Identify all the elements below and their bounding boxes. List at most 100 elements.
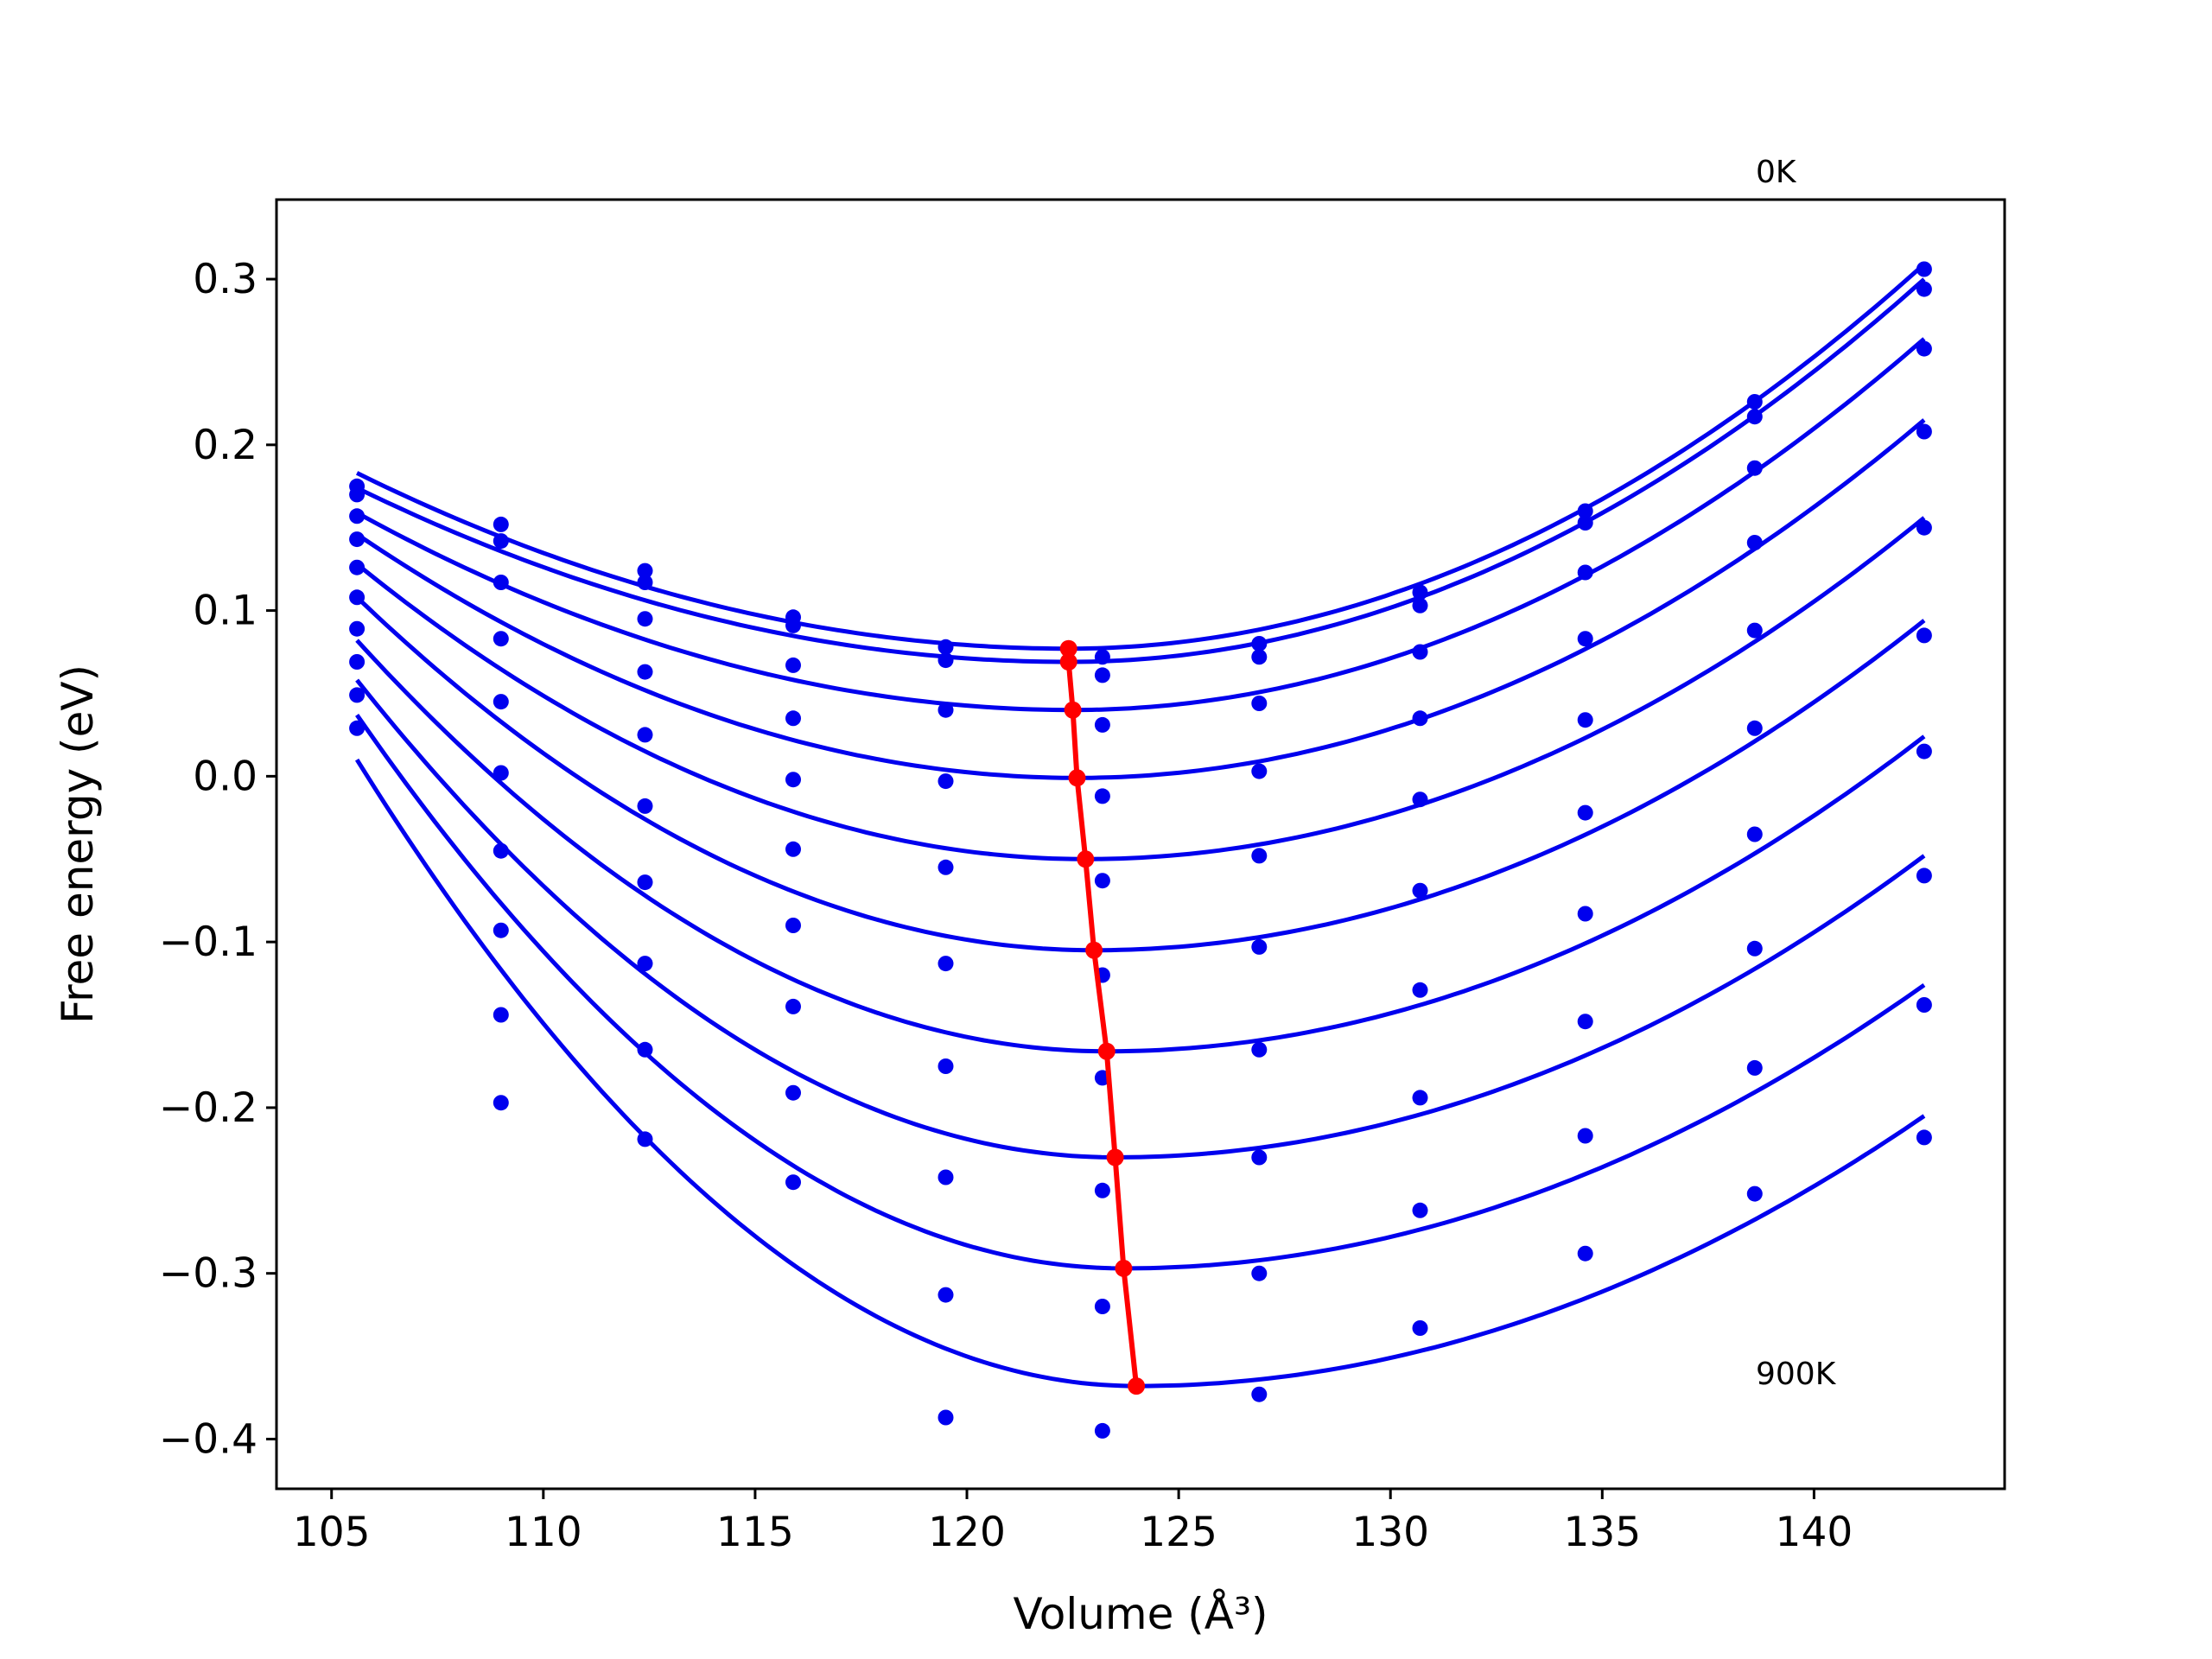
data-point <box>1746 826 1763 842</box>
data-point <box>1094 1299 1110 1314</box>
data-point <box>1746 940 1763 957</box>
data-point <box>1746 1059 1763 1076</box>
minimum-point <box>1077 850 1095 868</box>
data-point <box>349 486 365 503</box>
y-tick-label: 0.3 <box>193 256 257 303</box>
data-point <box>637 563 653 579</box>
minimum-point <box>1128 1377 1146 1395</box>
y-axis-label: Free energy (eV) <box>53 664 103 1024</box>
data-point <box>1094 788 1110 804</box>
x-tick-label: 105 <box>293 1509 371 1556</box>
fit-curve-10 <box>354 758 1926 1389</box>
y-tick-label: −0.3 <box>159 1250 257 1298</box>
x-axis-ticks: 105 110 115 120 125 130 135 140 <box>293 1489 1853 1556</box>
data-point <box>938 1058 954 1074</box>
data-point <box>493 842 509 859</box>
data-point <box>1094 1182 1110 1198</box>
data-point <box>938 702 954 718</box>
data-point <box>1577 1245 1593 1262</box>
data-point <box>1916 423 1932 440</box>
data-point <box>493 922 509 938</box>
data-point <box>1577 712 1593 728</box>
data-point <box>1916 261 1932 277</box>
data-point <box>637 575 653 590</box>
y-tick-label: 0.1 <box>193 588 257 635</box>
data-point <box>938 1169 954 1185</box>
data-point <box>1916 519 1932 536</box>
data-point <box>1577 1014 1593 1030</box>
data-point <box>938 859 954 875</box>
minimum-point <box>1059 639 1077 658</box>
data-point <box>1746 409 1763 425</box>
data-point <box>493 694 509 710</box>
data-point <box>1577 631 1593 647</box>
data-point <box>1251 696 1268 711</box>
data-points <box>349 261 1932 1439</box>
data-point <box>785 841 801 857</box>
y-tick-label: −0.1 <box>159 918 257 966</box>
data-point <box>349 687 365 703</box>
fit-curve-8 <box>355 678 1926 1160</box>
x-axis-label: Volume (Å³) <box>1013 1589 1268 1639</box>
data-point <box>493 533 509 550</box>
data-point <box>1577 1128 1593 1144</box>
data-point <box>1746 460 1763 476</box>
data-point <box>1251 636 1268 652</box>
data-point <box>1251 649 1268 665</box>
plot-frame <box>275 198 2006 1491</box>
data-point <box>1094 873 1110 889</box>
annotation-0k: 0K <box>1756 155 1797 190</box>
minimum-path-line <box>1065 648 1140 1387</box>
data-point <box>349 620 365 637</box>
data-point <box>637 611 653 627</box>
data-point <box>785 1174 801 1191</box>
fit-curve-1 <box>355 262 1926 652</box>
data-point <box>637 727 653 743</box>
data-point <box>1251 1386 1268 1402</box>
data-point <box>1412 1090 1428 1106</box>
data-point <box>1094 667 1110 683</box>
data-point <box>785 657 801 673</box>
data-point <box>1746 622 1763 639</box>
data-point <box>1412 597 1428 613</box>
data-point <box>1094 1422 1110 1439</box>
data-point <box>1251 1265 1268 1281</box>
data-point <box>1577 503 1593 519</box>
y-tick-label: 0.0 <box>193 753 257 800</box>
data-point <box>1251 763 1268 779</box>
data-point <box>1412 1202 1428 1218</box>
data-point <box>1412 584 1428 601</box>
y-tick-label: −0.4 <box>159 1415 257 1463</box>
minimum-point <box>1085 941 1103 959</box>
data-point <box>349 720 365 736</box>
data-point <box>1577 564 1593 581</box>
data-point <box>1412 791 1428 808</box>
data-point <box>493 575 509 590</box>
fit-curve-2 <box>356 277 1926 664</box>
data-point <box>785 1084 801 1101</box>
minimum-point <box>1097 1042 1116 1060</box>
data-point <box>1746 1185 1763 1202</box>
data-point <box>1916 997 1932 1013</box>
data-point <box>1916 743 1932 760</box>
data-point <box>1094 649 1110 665</box>
data-point <box>1746 394 1763 410</box>
data-point <box>1577 804 1593 821</box>
data-point <box>1412 882 1428 899</box>
y-tick-label: −0.2 <box>159 1084 257 1132</box>
data-point <box>1251 1041 1268 1058</box>
data-point <box>637 956 653 972</box>
fit-curve-4 <box>355 418 1926 780</box>
data-point <box>1916 281 1932 297</box>
data-point <box>1577 515 1593 531</box>
fit-curve-7 <box>355 639 1926 1054</box>
data-point <box>349 531 365 548</box>
minimum-point <box>1059 653 1077 671</box>
data-point <box>938 956 954 972</box>
data-point <box>1251 938 1268 955</box>
minimum-path <box>1059 639 1146 1395</box>
data-point <box>349 508 365 524</box>
data-point <box>1916 1129 1932 1146</box>
data-point <box>1916 627 1932 644</box>
